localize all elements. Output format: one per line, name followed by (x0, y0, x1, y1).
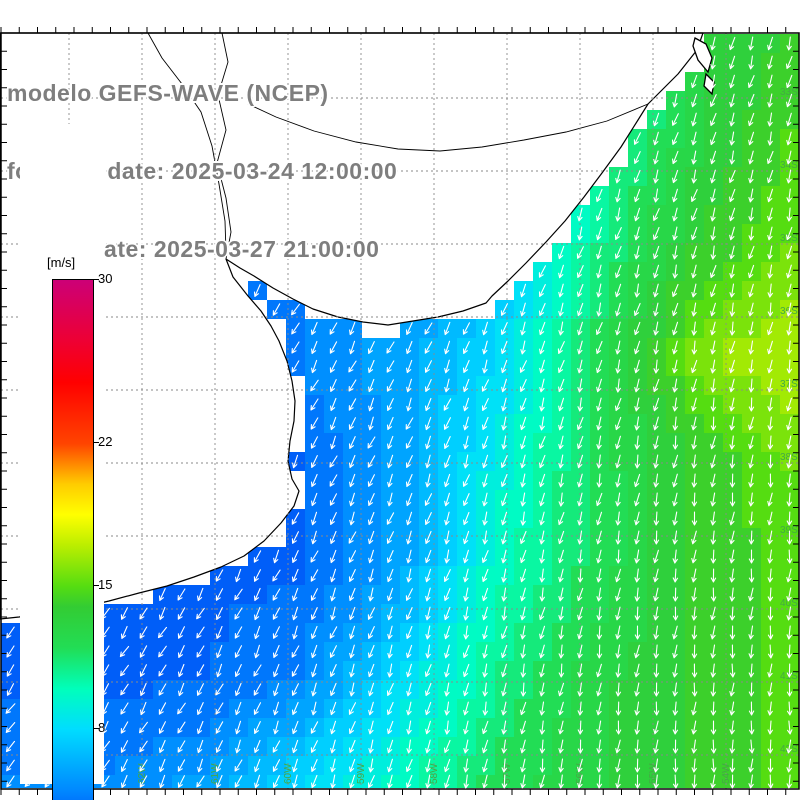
lon-label: 59W (356, 763, 367, 784)
lon-label: 57W (502, 763, 513, 784)
colorbar-tickmark (93, 442, 99, 443)
colorbar-tick-label: 30 (98, 271, 113, 286)
colorbar-tickmark (93, 585, 99, 586)
lat-label: 38S (780, 452, 798, 463)
lat-label: 34S (780, 160, 798, 171)
lon-label: 54W (721, 763, 732, 784)
colorbar-tick-label: 15 (98, 577, 113, 592)
colorbar-tick-label: 8 (98, 720, 106, 735)
colorbar-tick-label: 22 (98, 434, 113, 449)
lon-label: 56W (575, 763, 586, 784)
colorbar-tickmark (93, 279, 99, 280)
lat-label: 33S (780, 87, 798, 98)
lon-label: 62W (137, 763, 148, 784)
lat-label: 40S (780, 598, 798, 609)
colorbar-tickmark (93, 728, 99, 729)
colorbar-gradient (52, 279, 94, 800)
colorbar-unit-label: [m/s] (47, 255, 76, 270)
lon-label: 60W (283, 763, 294, 784)
colorbar: [m/s] 30 22 15 8 0 (20, 124, 112, 800)
lon-label: 61W (210, 763, 221, 784)
model-title: modelo GEFS-WAVE (NCEP) (7, 80, 329, 106)
lon-label: 58W (429, 763, 440, 784)
lat-label: 39S (780, 525, 798, 536)
lon-label: 55W (648, 763, 659, 784)
